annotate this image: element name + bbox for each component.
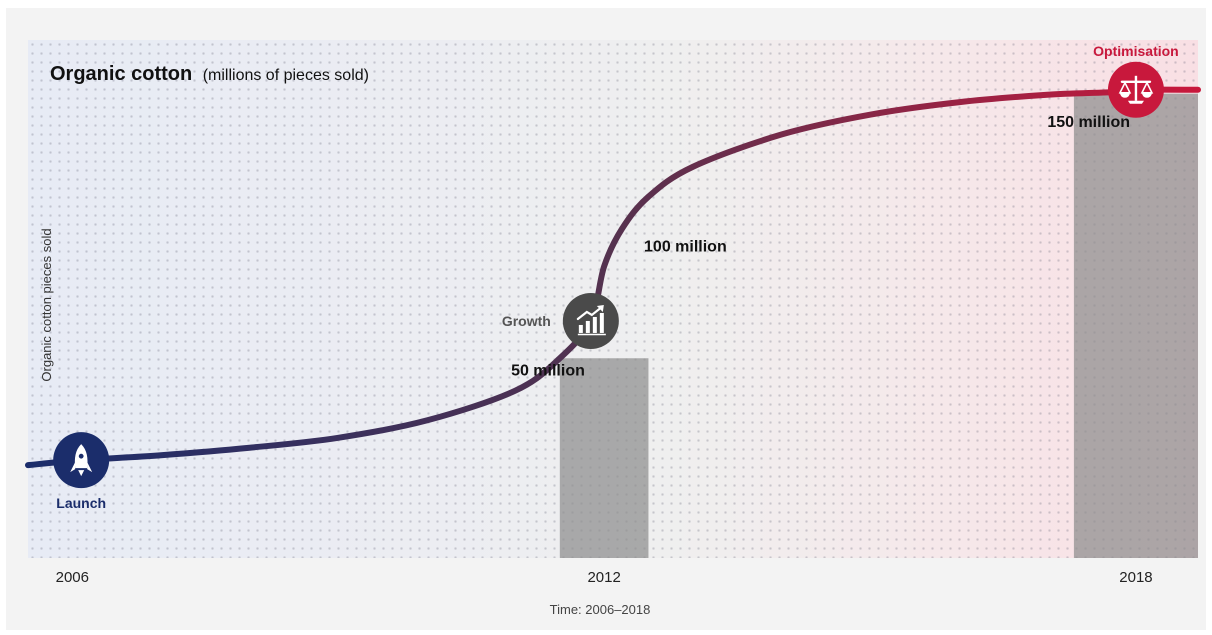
stage-label: Optimisation xyxy=(1093,43,1179,59)
stage-markers: Launch Growth Optimisation xyxy=(53,43,1179,511)
series-line xyxy=(25,86,1201,469)
balance-scale-icon xyxy=(1118,75,1154,104)
stage-marker-launch: Launch xyxy=(53,432,110,511)
annotation-label: 100 million xyxy=(644,238,727,255)
x-axis-label: Time: 2006–2018 xyxy=(550,602,651,617)
chart-title-main: Organic cotton xyxy=(50,63,192,85)
x-tick-label: 2006 xyxy=(56,569,89,586)
stage-marker-growth: Growth xyxy=(502,292,619,349)
x-axis-ticks: 2006 2012 2018 xyxy=(56,569,1153,586)
x-tick-label: 2018 xyxy=(1119,569,1152,586)
stage-label: Launch xyxy=(56,495,106,511)
chart-title: Organic cotton (millions of pieces sold) xyxy=(50,63,369,85)
highlight-band-1 xyxy=(559,358,649,558)
x-tick-label: 2012 xyxy=(587,569,620,586)
rocket-icon xyxy=(70,444,93,477)
growth-chart-icon xyxy=(576,304,606,336)
highlight-band-2 xyxy=(1073,93,1198,559)
chart-title-suffix: (millions of pieces sold) xyxy=(203,67,369,84)
value-annotations: 50 million 100 million 150 million xyxy=(511,114,1130,380)
annotation-label: 50 million xyxy=(511,363,585,380)
stage-marker-optimisation: Optimisation xyxy=(1093,43,1179,118)
annotation-label: 150 million xyxy=(1047,114,1130,131)
highlight-bands xyxy=(559,93,1198,559)
stage-label: Growth xyxy=(502,313,551,329)
y-axis-label: Organic cotton pieces sold xyxy=(39,228,54,381)
